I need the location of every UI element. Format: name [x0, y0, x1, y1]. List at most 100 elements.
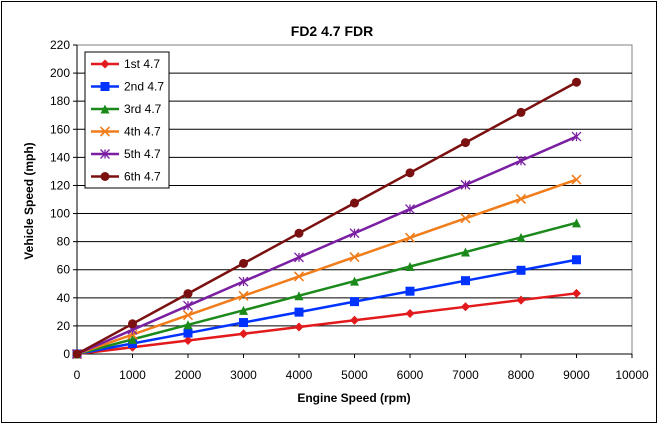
data-point-marker — [350, 276, 359, 286]
data-point-marker — [516, 265, 526, 275]
series-line — [76, 258, 577, 356]
data-point-marker — [294, 322, 304, 332]
chart-title: FD2 4.7 FDR — [291, 23, 373, 39]
data-point-marker — [239, 329, 248, 339]
y-tick-label: 120 — [50, 178, 70, 192]
data-point-marker — [405, 204, 415, 215]
data-point-marker — [239, 318, 248, 328]
data-point-marker — [516, 295, 526, 305]
legend-swatch-marker — [99, 126, 111, 137]
axes: 0 20 40 60 80 100 120 140 160 180 200 220 0 1000 2000 3… — [50, 38, 649, 382]
y-tick-label: 180 — [50, 94, 70, 108]
y-tick-label: 100 — [50, 207, 70, 221]
data-point-marker — [461, 276, 470, 286]
y-tick-label: 160 — [50, 122, 70, 136]
y-tick-label: 0 — [63, 347, 70, 361]
data-point-marker — [572, 77, 581, 87]
legend-swatch-marker — [100, 172, 110, 181]
legend: 1st 4.7 2nd 4.7 3rd 4.7 4th 4.7 5th 4.7 6th 4… — [84, 51, 170, 189]
data-point-marker — [405, 309, 415, 319]
data-point-marker — [404, 232, 416, 243]
data-point-marker — [294, 291, 304, 301]
data-point-marker — [571, 174, 582, 185]
data-point-marker — [238, 276, 249, 287]
data-point-marker — [239, 258, 248, 268]
data-point-marker — [516, 232, 526, 242]
y-tick-label: 20 — [57, 319, 71, 333]
x-tick-label: 9000 — [563, 368, 590, 382]
data-point-marker — [183, 336, 193, 346]
series-line — [76, 178, 577, 356]
x-tick-label: 0 — [74, 368, 81, 382]
data-point-marker — [293, 271, 305, 282]
data-point-marker — [405, 286, 415, 296]
x-tick-label: 2000 — [175, 368, 202, 382]
data-point-marker — [294, 307, 304, 317]
y-tick-label: 220 — [50, 38, 70, 52]
y-tick-label: 140 — [50, 150, 70, 164]
data-point-marker — [405, 261, 415, 271]
legend-swatch-marker — [100, 104, 110, 114]
data-point-marker — [572, 218, 581, 228]
y-tick-label: 200 — [50, 66, 70, 80]
data-point-marker — [72, 349, 82, 359]
legend-swatch-marker — [100, 82, 110, 91]
data-point-marker — [294, 228, 304, 238]
x-axis-title: Engine Speed (rpm) — [297, 391, 410, 405]
data-point-marker — [238, 290, 249, 301]
data-point-marker — [183, 289, 193, 299]
x-tick-label: 1000 — [119, 368, 146, 382]
series-line — [76, 81, 578, 356]
legend-label: 5th 4.7 — [124, 147, 161, 161]
data-point-marker — [349, 252, 360, 263]
x-tick-label: 4000 — [286, 368, 313, 382]
data-point-marker — [461, 138, 470, 148]
x-tick-label: 5000 — [341, 368, 368, 382]
data-point-marker — [515, 193, 527, 205]
legend-label: 3rd 4.7 — [124, 102, 162, 116]
x-tick-label: 7000 — [452, 368, 479, 382]
data-point-marker — [516, 107, 526, 117]
data-point-marker — [239, 305, 248, 315]
data-point-marker — [572, 255, 581, 265]
data-point-marker — [350, 297, 359, 307]
series-lines — [71, 77, 582, 360]
legend-label: 2nd 4.7 — [124, 80, 164, 94]
data-point-marker — [350, 315, 359, 325]
data-point-marker — [294, 252, 304, 263]
data-point-marker — [183, 328, 193, 338]
x-tick-label: 3000 — [230, 368, 257, 382]
data-point-marker — [460, 213, 471, 224]
series-group — [72, 255, 581, 359]
series-group — [72, 131, 582, 359]
y-tick-label: 40 — [57, 291, 71, 305]
legend-swatch-marker — [100, 59, 110, 69]
data-point-marker — [461, 247, 470, 257]
x-tick-label: 8000 — [508, 368, 535, 382]
y-tick-label: 60 — [57, 263, 71, 277]
data-point-marker — [128, 334, 137, 344]
legend-label: 1st 4.7 — [124, 57, 160, 71]
data-point-marker — [128, 319, 137, 329]
data-point-marker — [183, 300, 193, 311]
series-line — [76, 135, 577, 356]
y-tick-label: 80 — [57, 235, 71, 249]
y-axis-title: Vehicle Speed (mph) — [22, 142, 36, 259]
x-tick-label: 10000 — [615, 368, 649, 382]
legend-swatch-marker — [100, 149, 110, 159]
series-line — [76, 221, 577, 356]
data-point-marker — [460, 179, 471, 190]
data-point-marker — [516, 155, 526, 166]
data-point-marker — [350, 198, 359, 208]
x-tick-label: 6000 — [397, 368, 424, 382]
data-point-marker — [182, 310, 194, 321]
data-point-marker — [572, 288, 581, 298]
data-point-marker — [183, 320, 193, 330]
data-point-marker — [405, 168, 415, 178]
legend-label: 4th 4.7 — [124, 125, 161, 139]
legend-box — [84, 51, 170, 189]
series-group — [72, 77, 581, 359]
data-point-marker — [461, 302, 470, 312]
